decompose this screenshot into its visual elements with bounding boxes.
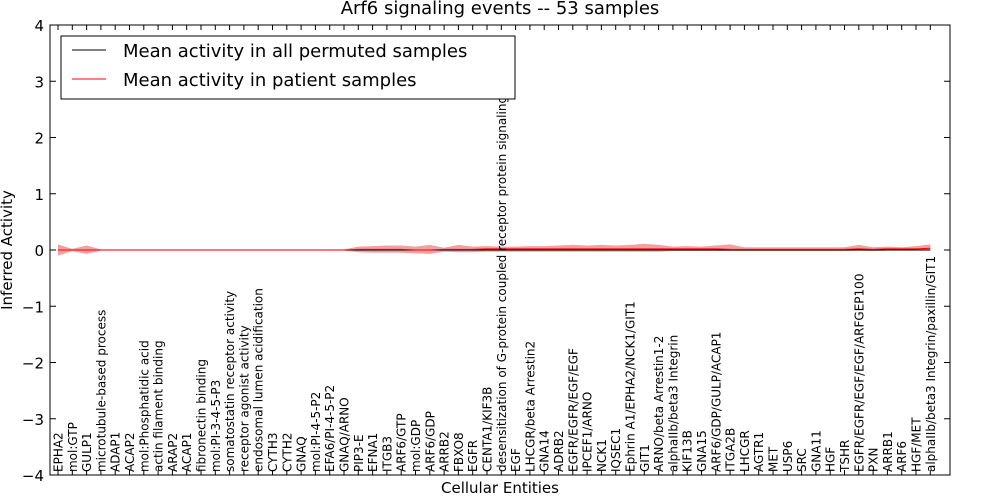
x-tick-label: EGFR bbox=[466, 440, 480, 472]
x-tick-label: fibronectin binding bbox=[195, 359, 209, 472]
x-tick-label: PIP3-E bbox=[352, 434, 366, 472]
y-tick-label: −2 bbox=[22, 355, 44, 373]
y-tick-label: 1 bbox=[34, 186, 44, 204]
y-tick-label: 4 bbox=[34, 17, 44, 35]
x-tick-label: actin filament binding bbox=[152, 340, 166, 472]
x-tick-label: PXN bbox=[867, 448, 881, 472]
x-tick-label: EGFR/EGFR/EGF/EGF/ARFGEP100 bbox=[852, 274, 866, 472]
x-tick-label: ACAP2 bbox=[123, 433, 137, 472]
x-tick-label: USP6 bbox=[781, 441, 795, 472]
x-tick-label: receptor agonist activity bbox=[237, 325, 251, 472]
legend-label-permuted: Mean activity in all permuted samples bbox=[123, 41, 467, 62]
y-axis-label: Inferred Activity bbox=[0, 190, 16, 310]
x-tick-label: mol:GTP bbox=[66, 422, 80, 472]
x-tick-label: IPCEF1/ARNO bbox=[581, 392, 595, 472]
legend-box bbox=[60, 35, 516, 100]
x-axis-label: Cellular Entities bbox=[441, 479, 559, 497]
x-tick-label: ARF6/GDP bbox=[423, 411, 437, 472]
x-tick-label: EPHA2 bbox=[52, 432, 66, 472]
x-tick-label: Ephrin A1/EPHA2/NCK1/GIT1 bbox=[624, 301, 638, 472]
x-tick-label: somatostatin receptor activity bbox=[223, 291, 237, 472]
y-tick-label: −1 bbox=[22, 298, 44, 316]
x-tick-label: ARF6/GDP/GULP/ACAP1 bbox=[709, 332, 723, 472]
x-tick-label: ARRB2 bbox=[438, 431, 452, 472]
x-tick-label: alphaIIb/beta3 Integrin/paxillin/GIT1 bbox=[924, 256, 938, 472]
x-tick-label: ACAP1 bbox=[180, 433, 194, 472]
chart-title: Arf6 signaling events -- 53 samples bbox=[341, 0, 660, 19]
x-tick-label: microtubule-based process bbox=[94, 310, 108, 472]
legend: Mean activity in all permuted samples Me… bbox=[60, 35, 516, 100]
y-tick-label: 2 bbox=[34, 130, 44, 148]
x-tick-label: EGF bbox=[509, 448, 523, 472]
y-axis: −4 −3 −2 −1 0 1 2 3 4 bbox=[22, 17, 950, 485]
x-tick-label: GNAQ bbox=[295, 436, 309, 472]
x-tick-label: ITGB3 bbox=[380, 436, 394, 472]
x-tick-label: SRC bbox=[795, 448, 809, 472]
x-tick-label: mol:PI-4-5-P2 bbox=[309, 392, 323, 472]
x-tick-label: GNA11 bbox=[809, 430, 823, 472]
x-tick-label: LHCGR bbox=[738, 430, 752, 472]
x-tick-label: CYTH2 bbox=[280, 433, 294, 473]
x-tick-label: ADAP1 bbox=[109, 432, 123, 472]
x-tick-label: AGTR1 bbox=[752, 432, 766, 472]
x-tick-label: GULP1 bbox=[80, 432, 94, 472]
x-tick-label: TSHR bbox=[838, 440, 852, 473]
x-tick-label: endosomal lumen acidification bbox=[252, 288, 266, 472]
x-tick-label: ITGA2B bbox=[724, 428, 738, 472]
x-axis: EPHA2 mol:GTP GULP1 microtubule-based proce… bbox=[52, 25, 938, 475]
x-tick-label: GNA14 bbox=[538, 430, 552, 472]
legend-label-patient: Mean activity in patient samples bbox=[123, 70, 417, 91]
x-tick-label: GIT1 bbox=[638, 444, 652, 472]
x-tick-label: mol:PI-3-4-5-P3 bbox=[209, 380, 223, 472]
y-tick-label: −3 bbox=[22, 411, 44, 429]
x-tick-label: ARF6 bbox=[895, 441, 909, 472]
y-tick-label: 0 bbox=[34, 242, 44, 260]
x-tick-label: mol:Phosphatidic acid bbox=[137, 340, 151, 472]
x-tick-label: mol:GDP bbox=[409, 420, 423, 472]
x-tick-label: ARF6/GTP bbox=[395, 413, 409, 472]
x-tick-label: HGF bbox=[824, 447, 838, 472]
x-tick-label: GNAQ/ARNO bbox=[338, 397, 352, 472]
x-tick-label: EFNA1 bbox=[366, 433, 380, 472]
plot-area bbox=[58, 243, 931, 256]
x-tick-label: ARRB1 bbox=[881, 431, 895, 472]
x-tick-label: CENTA1/KIF3B bbox=[481, 387, 495, 472]
x-tick-label: ARAP2 bbox=[166, 433, 180, 472]
x-tick-label: IQSEC1 bbox=[609, 428, 623, 472]
x-tick-label: ARNO/beta Arrestin1-2 bbox=[652, 336, 666, 472]
x-tick-label: NCK1 bbox=[595, 439, 609, 472]
x-tick-label: GNA15 bbox=[695, 430, 709, 472]
x-tick-label: EGFR/EGFR/EGF/EGF bbox=[566, 348, 580, 472]
x-tick-label: CYTH3 bbox=[266, 433, 280, 473]
x-tick-label: KIF13B bbox=[681, 430, 695, 472]
x-tick-label: FBXO8 bbox=[452, 432, 466, 472]
x-tick-label: EFA6/PI-4-5-P2 bbox=[323, 385, 337, 472]
x-tick-label: HGF/MET bbox=[910, 417, 924, 472]
x-tick-label: LHCGR/beta Arrestin2 bbox=[523, 341, 537, 472]
x-tick-label: alphaIIb/beta3 Integrin bbox=[666, 335, 680, 472]
x-tick-label: MET bbox=[767, 446, 781, 472]
x-tick-label: ADRB2 bbox=[552, 430, 566, 472]
x-tick-label: desensitization of G-protein coupled rec… bbox=[495, 41, 509, 472]
y-tick-label: −4 bbox=[22, 467, 44, 485]
series-line-patient bbox=[58, 247, 931, 251]
y-tick-label: 3 bbox=[34, 73, 44, 91]
